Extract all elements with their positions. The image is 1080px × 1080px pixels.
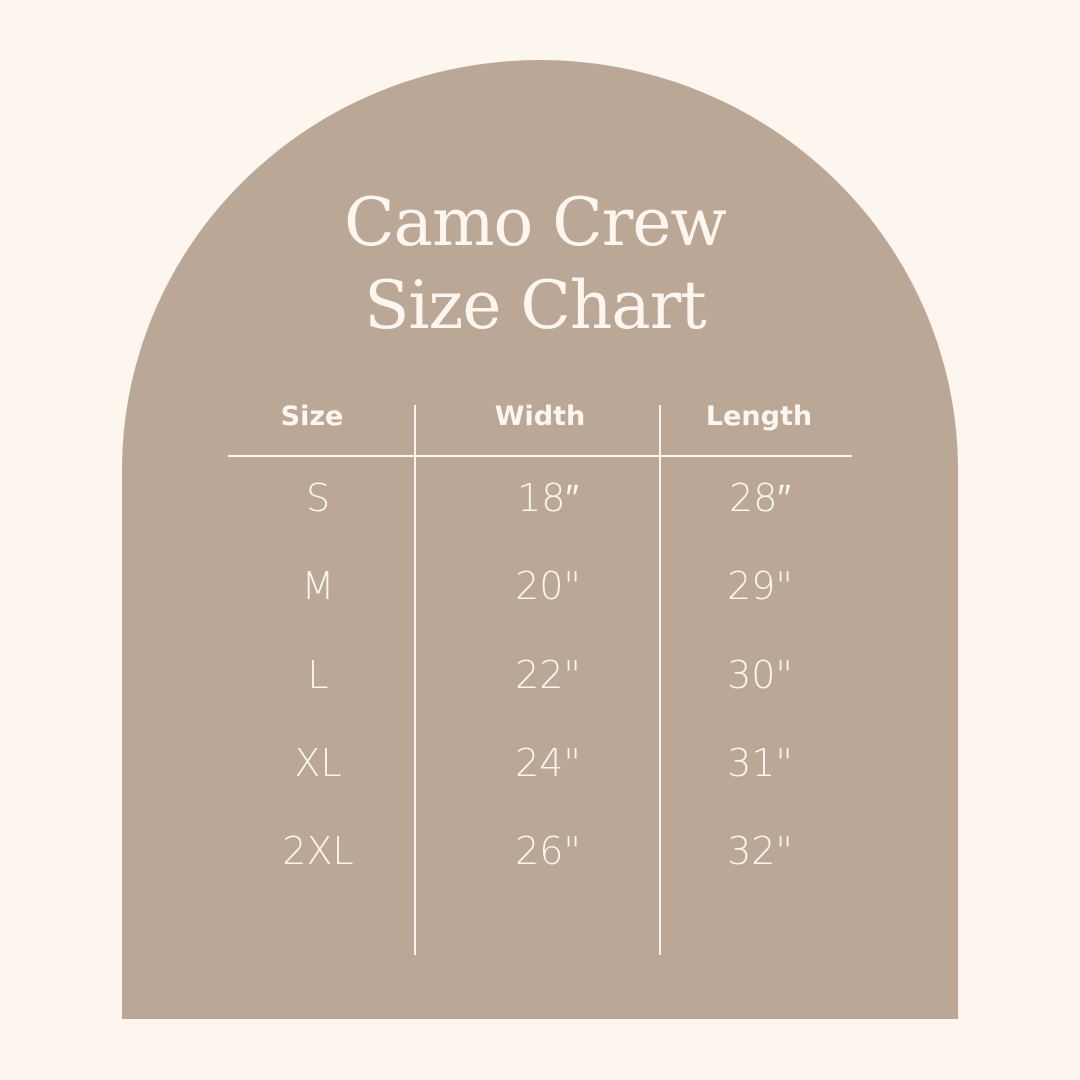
- header-divider: [228, 455, 852, 457]
- cell-size: XL: [294, 741, 342, 785]
- header-length: Length: [705, 401, 813, 432]
- arch-background: [122, 60, 958, 1019]
- cell-length: 32": [727, 829, 793, 873]
- header-size: Size: [280, 401, 344, 432]
- title-line-2: Size Chart: [364, 267, 707, 344]
- cell-length: 30": [727, 653, 793, 697]
- cell-size: S: [305, 476, 331, 520]
- cell-width: 26": [515, 829, 581, 873]
- cell-size: 2XL: [282, 829, 354, 873]
- cell-width: 20": [515, 564, 581, 608]
- cell-size: M: [301, 564, 335, 608]
- cell-length: 29": [727, 564, 793, 608]
- column-divider: [659, 405, 661, 955]
- header-width: Width: [494, 401, 586, 432]
- cell-length: 28″: [729, 476, 791, 520]
- column-divider: [414, 405, 416, 955]
- title-line-1: Camo Crew: [344, 184, 727, 261]
- cell-size: L: [307, 653, 329, 697]
- cell-width: 18″: [517, 476, 579, 520]
- cell-width: 24": [515, 741, 581, 785]
- cell-length: 31": [727, 741, 793, 785]
- cell-width: 22": [515, 653, 581, 697]
